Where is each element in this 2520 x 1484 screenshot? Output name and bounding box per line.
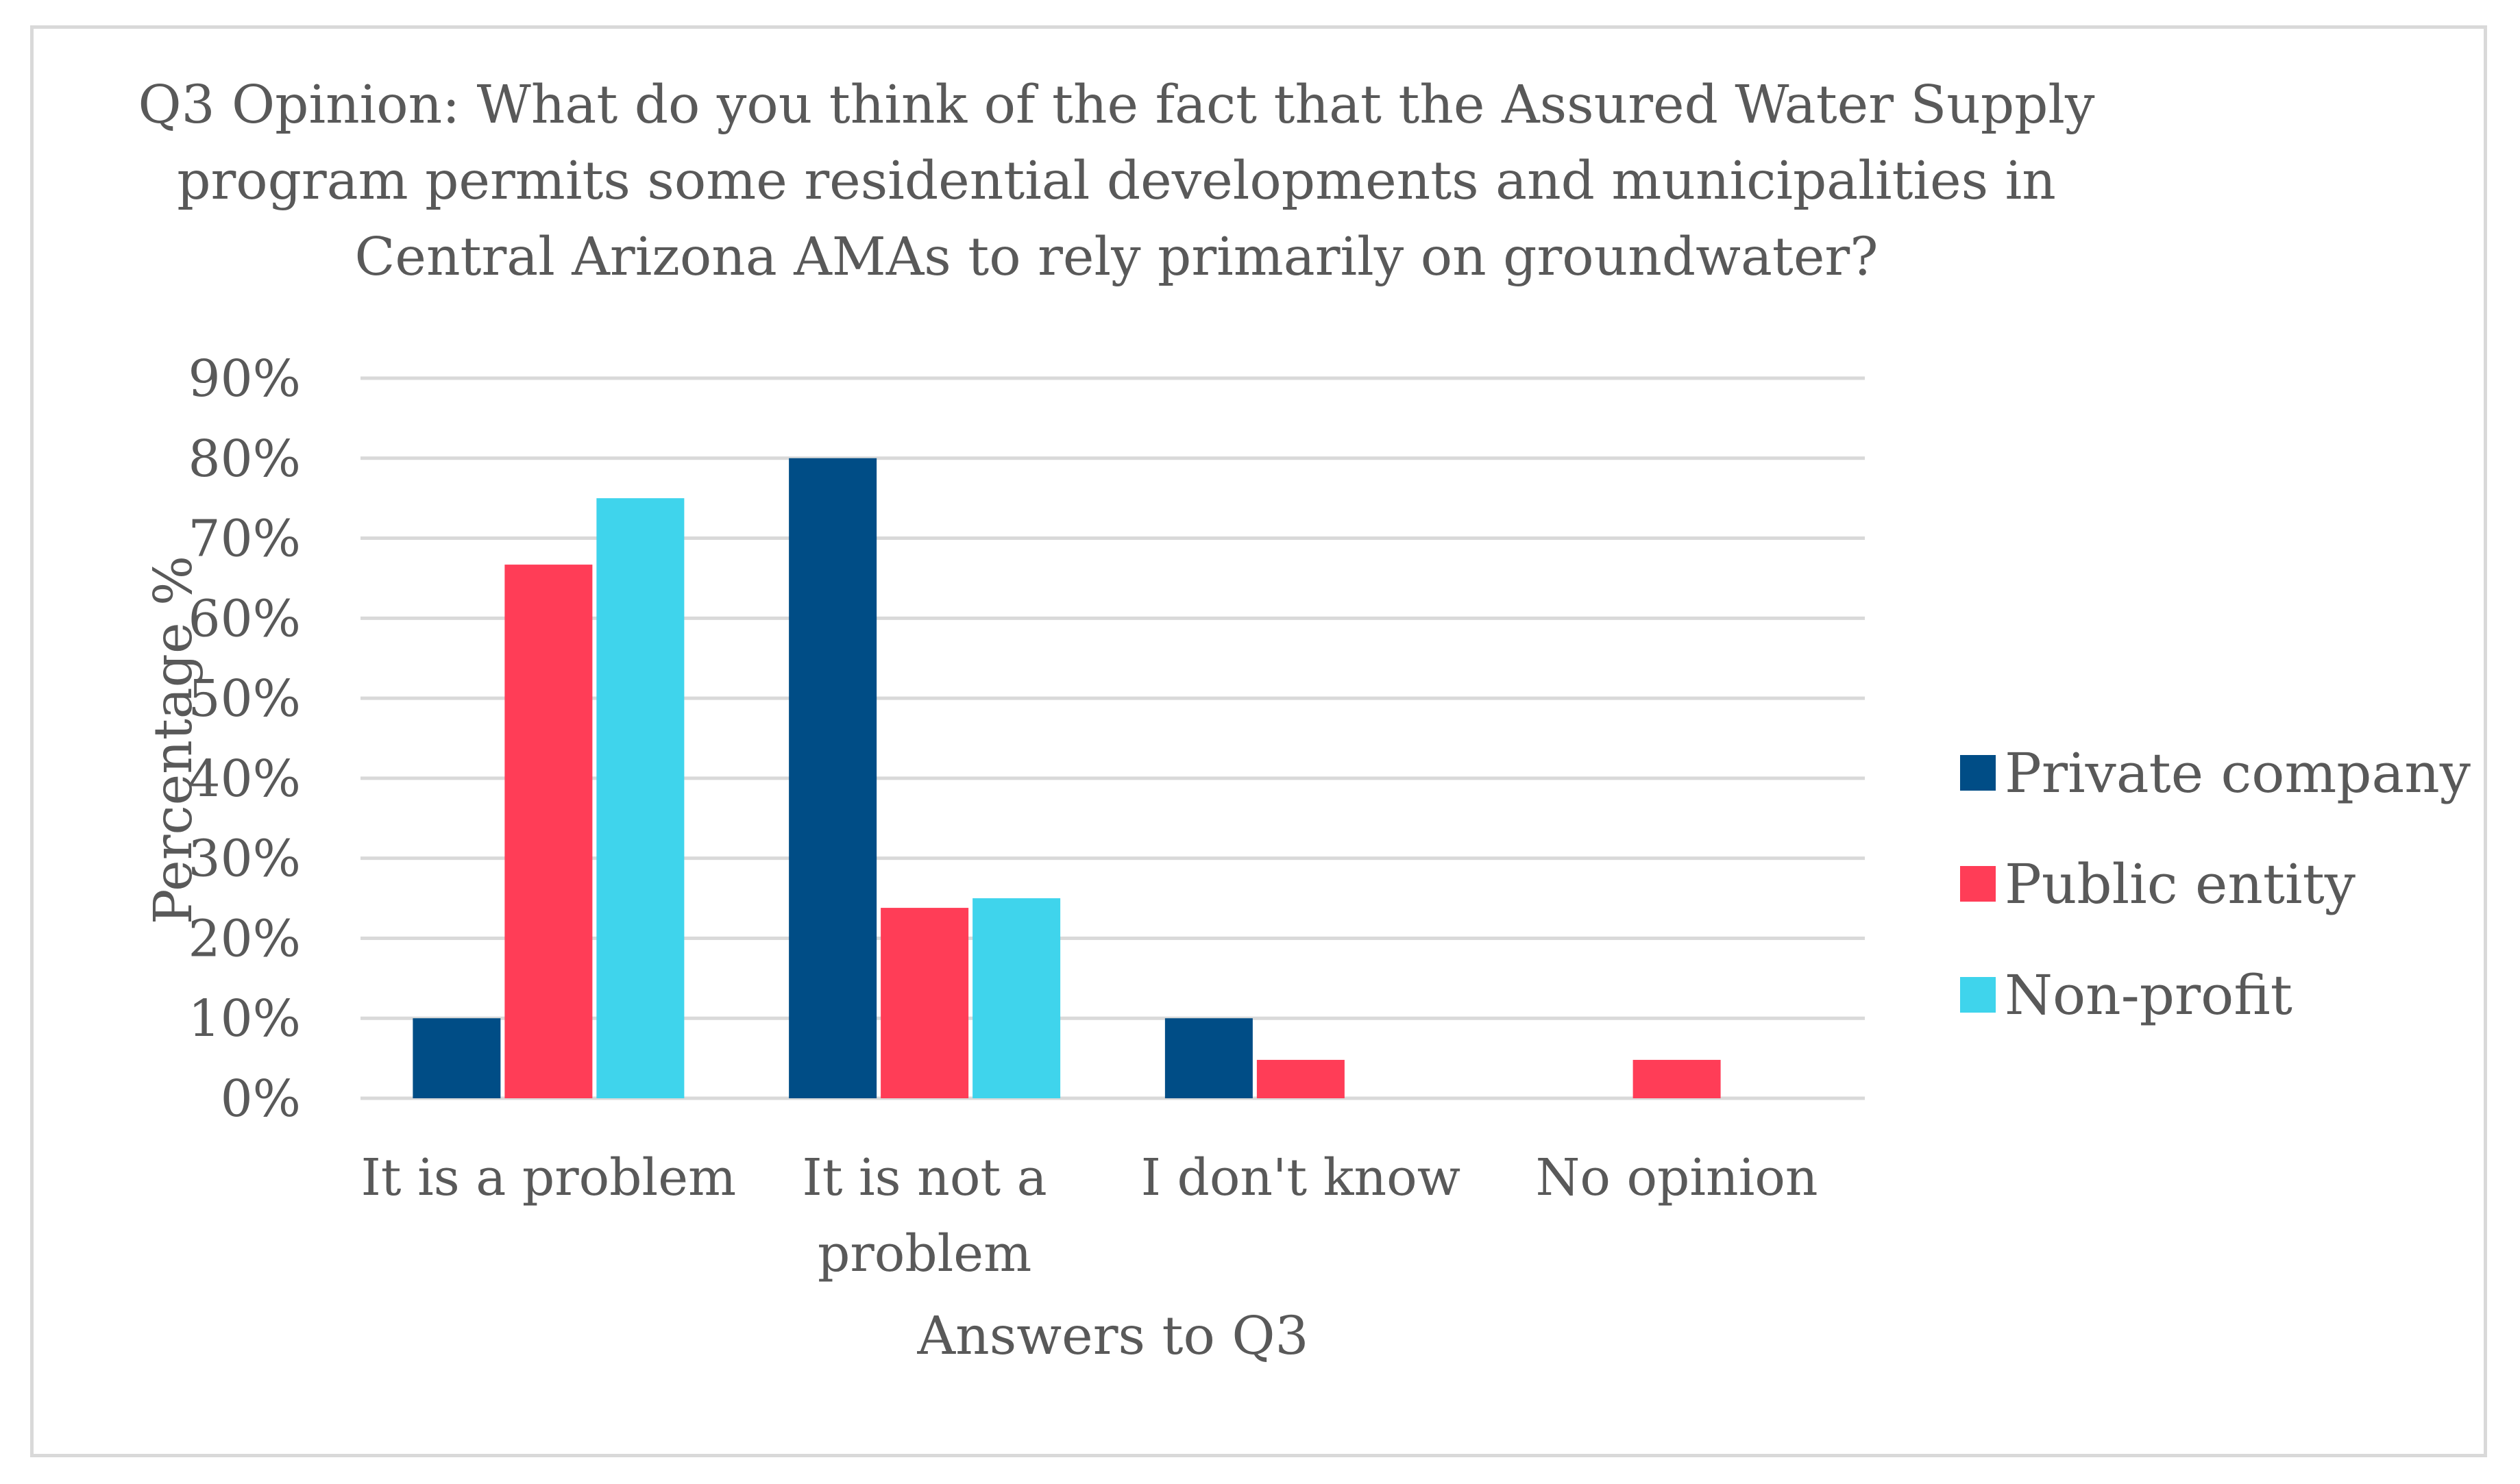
legend-swatch [1960,977,1996,1013]
bar-private-company [789,458,877,1098]
chart-title-line: Central Arizona AMAs to rely primarily o… [354,227,1878,288]
legend-label: Non-profit [2005,963,2292,1027]
y-tick-label: 0% [221,1069,301,1128]
bars [413,458,1721,1098]
x-axis-title: Answers to Q3 [917,1306,1309,1367]
y-tick-label: 90% [188,349,301,408]
bar-public-entity [881,908,969,1098]
y-axis-ticks: 0% 10% 20% 30% 40% 50% 60% 70% 80% 90% [188,349,301,1128]
y-tick-label: 60% [188,589,301,648]
legend-swatch [1960,866,1996,902]
bar-public-entity [504,565,593,1098]
bar-non-profit [972,898,1061,1098]
x-tick-label: It is a problem [361,1148,737,1207]
y-tick-label: 80% [188,430,301,489]
x-tick-label: I don't know [1141,1148,1460,1207]
x-tick-label: It is not a [803,1148,1047,1207]
y-tick-label: 20% [188,909,301,968]
y-tick-label: 50% [188,669,301,728]
bar-public-entity [1632,1059,1721,1098]
chart-title: Q3 Opinion: What do you think of the fac… [138,75,2095,288]
y-tick-label: 70% [188,510,301,569]
y-tick-label: 40% [188,750,301,808]
bar-non-profit [596,498,685,1098]
y-tick-label: 30% [188,830,301,889]
chart-title-line: Q3 Opinion: What do you think of the fac… [138,75,2095,136]
bar-public-entity [1256,1059,1345,1098]
chart-title-line: program permits some residential develop… [177,151,2056,212]
legend-swatch [1960,755,1996,791]
bar-chart: Q3 Opinion: What do you think of the fac… [138,75,2471,1367]
legend-label: Private company [2005,741,2471,805]
legend-label: Public entity [2005,852,2356,916]
x-tick-label: problem [818,1224,1031,1283]
bar-private-company [1164,1018,1253,1098]
legend: Private company Public entity Non-profit [1960,741,2471,1027]
x-axis-ticks: It is a problem It is not a problem I don't… [361,1148,1818,1283]
y-axis-title: Percentage % [143,556,204,924]
chart-frame: Q3 Opinion: What do you think of the fac… [30,25,2487,1457]
y-tick-label: 10% [188,989,301,1048]
x-tick-label: No opinion [1536,1148,1818,1207]
bar-private-company [413,1018,501,1098]
